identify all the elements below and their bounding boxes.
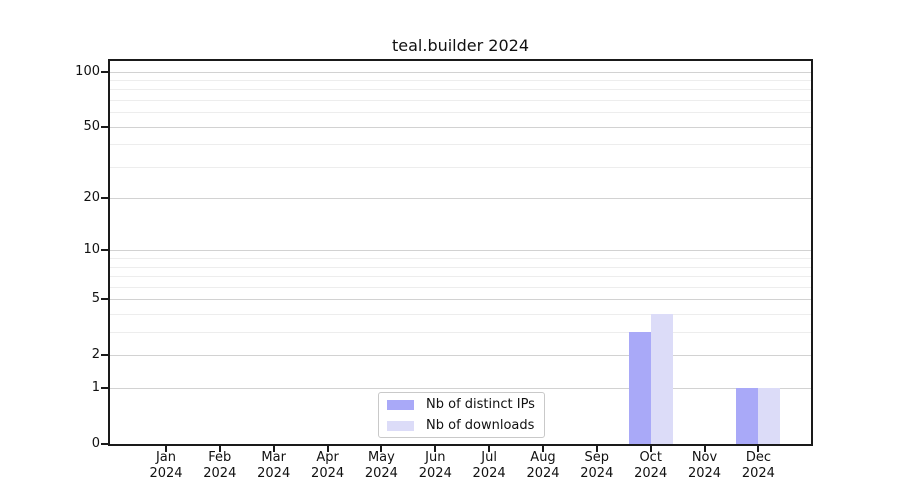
y-tick-mark <box>101 354 108 357</box>
major-gridline <box>110 198 811 200</box>
chart-title: teal.builder 2024 <box>391 36 530 55</box>
major-gridline <box>110 355 811 357</box>
minor-gridline <box>110 332 811 334</box>
x-tick-label: Oct 2024 <box>634 450 668 481</box>
y-tick-mark <box>101 125 108 128</box>
y-tick-label: 1 <box>91 380 100 396</box>
legend-label-distinct-ips: Nb of distinct IPs <box>426 397 535 412</box>
y-tick-label: 2 <box>91 347 100 363</box>
plot-border <box>108 59 813 446</box>
bar-downloads <box>758 388 781 444</box>
minor-gridline <box>110 89 811 91</box>
x-tick-mark <box>272 446 275 452</box>
x-tick-label: Jan 2024 <box>149 450 183 481</box>
y-tick-mark <box>101 197 108 200</box>
legend-row-downloads: Nb of downloads <box>387 419 536 432</box>
x-tick-label: Dec 2024 <box>741 450 775 481</box>
minor-gridline <box>110 166 811 168</box>
major-gridline <box>110 126 811 128</box>
minor-gridline <box>110 79 811 81</box>
x-tick-label: Mar 2024 <box>257 450 291 481</box>
x-tick-mark <box>218 446 221 452</box>
x-tick-mark <box>488 446 491 452</box>
minor-gridline <box>110 266 811 268</box>
y-tick-mark <box>101 443 108 445</box>
x-tick-mark <box>165 446 167 452</box>
major-gridline <box>110 71 811 73</box>
legend-label-downloads: Nb of downloads <box>426 418 535 433</box>
major-gridline <box>110 250 811 252</box>
major-gridline <box>110 299 811 301</box>
y-tick-mark <box>101 249 108 252</box>
x-tick-label: Apr 2024 <box>311 450 345 481</box>
legend-swatch-distinct-ips <box>387 399 414 410</box>
minor-gridline <box>110 286 811 288</box>
minor-gridline <box>110 144 811 146</box>
y-tick-label: 20 <box>83 190 100 206</box>
major-gridline <box>110 388 811 390</box>
y-tick-label: 5 <box>91 291 100 307</box>
y-tick-label: 100 <box>75 63 100 79</box>
x-tick-mark <box>703 446 706 452</box>
minor-gridline <box>110 112 811 114</box>
minor-gridline <box>110 258 811 260</box>
x-tick-mark <box>649 446 652 452</box>
y-tick-mark <box>101 70 108 73</box>
x-tick-label: Feb 2024 <box>203 450 237 481</box>
y-tick-label: 0 <box>91 436 100 451</box>
x-tick-label: Jul 2024 <box>472 450 506 481</box>
x-tick-mark <box>595 446 598 452</box>
bar-downloads <box>650 314 673 444</box>
x-tick-mark <box>542 446 544 452</box>
minor-gridline <box>110 314 811 316</box>
y-tick-mark <box>101 298 108 301</box>
x-tick-label: Nov 2024 <box>687 450 722 481</box>
x-tick-mark <box>434 446 437 452</box>
x-tick-mark <box>326 446 329 452</box>
x-tick-label: May 2024 <box>364 450 398 481</box>
x-tick-label: Aug 2024 <box>526 450 560 481</box>
bar-distinct-ips <box>628 332 651 444</box>
x-tick-label: Jun 2024 <box>418 450 452 481</box>
x-tick-mark <box>757 446 760 452</box>
minor-gridline <box>110 276 811 278</box>
minor-gridline <box>110 99 811 101</box>
y-tick-label: 10 <box>83 242 100 258</box>
legend-row-distinct-ips: Nb of distinct IPs <box>387 398 536 411</box>
legend: Nb of distinct IPs Nb of downloads <box>378 392 545 438</box>
plot-area <box>110 61 811 444</box>
x-tick-mark <box>380 446 383 452</box>
y-tick-label: 50 <box>83 118 100 134</box>
y-tick-mark <box>101 387 108 390</box>
legend-swatch-downloads <box>387 420 414 431</box>
bar-distinct-ips <box>736 388 759 444</box>
x-tick-label: Sep 2024 <box>580 450 614 481</box>
